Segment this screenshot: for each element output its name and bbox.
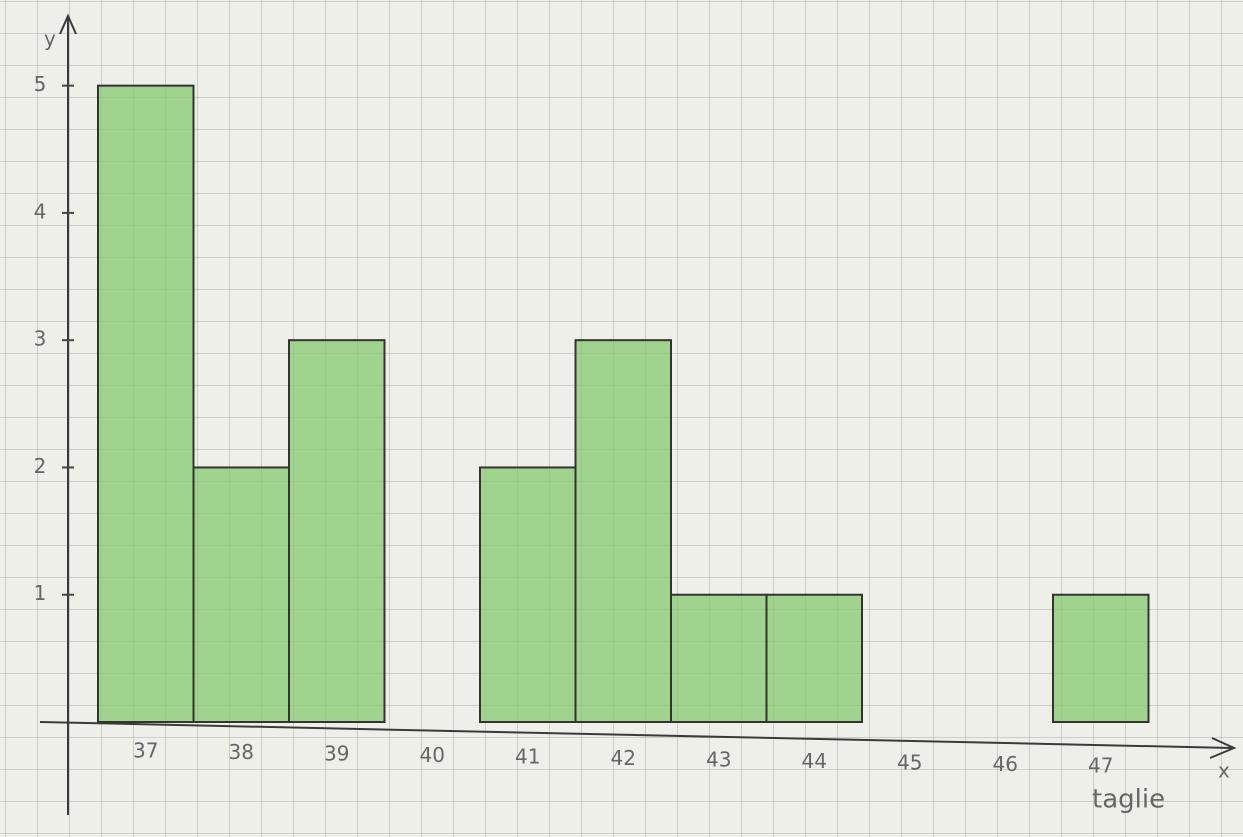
- bar: [289, 340, 385, 722]
- y-tick-label: 1: [34, 581, 47, 605]
- y-tick-label: 4: [34, 199, 47, 223]
- y-tick-label: 5: [34, 72, 47, 96]
- bar: [1053, 595, 1149, 722]
- x-tick-label: 46: [993, 752, 1018, 776]
- x-tick-label: 38: [229, 740, 254, 764]
- chart: y x taglie 123453738394041424344454647: [0, 0, 1243, 837]
- bar: [576, 340, 672, 722]
- x-tick-label: 40: [420, 743, 445, 767]
- bar: [480, 467, 576, 722]
- x-tick-label: 41: [515, 745, 540, 769]
- x-axis-label: x: [1218, 759, 1230, 783]
- bar: [767, 595, 863, 722]
- x-tick-label: 44: [802, 749, 827, 773]
- bar: [98, 86, 194, 722]
- bar: [671, 595, 767, 722]
- x-axis-title: taglie: [1092, 785, 1165, 815]
- y-axis-label: y: [44, 27, 56, 51]
- x-tick-label: 43: [706, 748, 731, 772]
- x-tick-label: 42: [611, 746, 636, 770]
- page: y x taglie 123453738394041424344454647 (…: [0, 0, 1243, 837]
- x-tick-label: 39: [324, 742, 349, 766]
- x-tick-label: 45: [897, 751, 922, 775]
- y-tick-label: 2: [34, 454, 47, 478]
- y-tick-label: 3: [34, 327, 47, 351]
- x-tick-label: 47: [1088, 754, 1113, 778]
- bar: [194, 467, 290, 722]
- x-tick-label: 37: [133, 739, 158, 763]
